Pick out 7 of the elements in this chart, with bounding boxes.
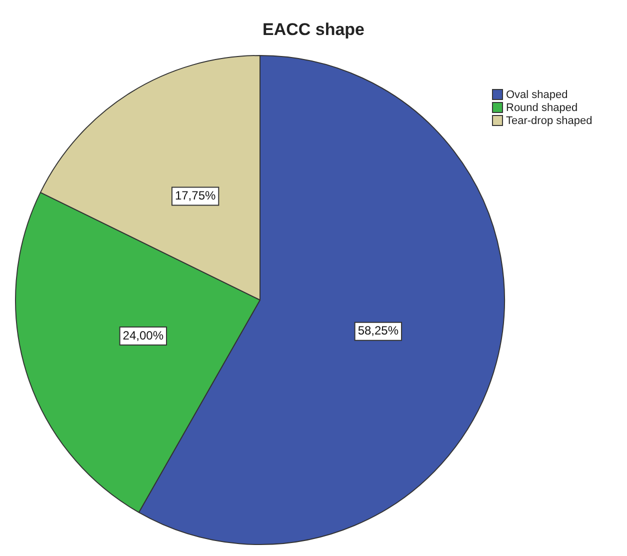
legend-label: Round shaped	[506, 102, 578, 114]
data-label: 24,00%	[122, 328, 164, 342]
data-label: 58,25%	[358, 324, 399, 338]
legend-label: Tear-drop shaped	[506, 114, 592, 126]
data-label: 17,75%	[174, 188, 216, 203]
chart-title: EACC shape	[261, 20, 366, 40]
legend-label: Oval shaped	[506, 88, 568, 100]
